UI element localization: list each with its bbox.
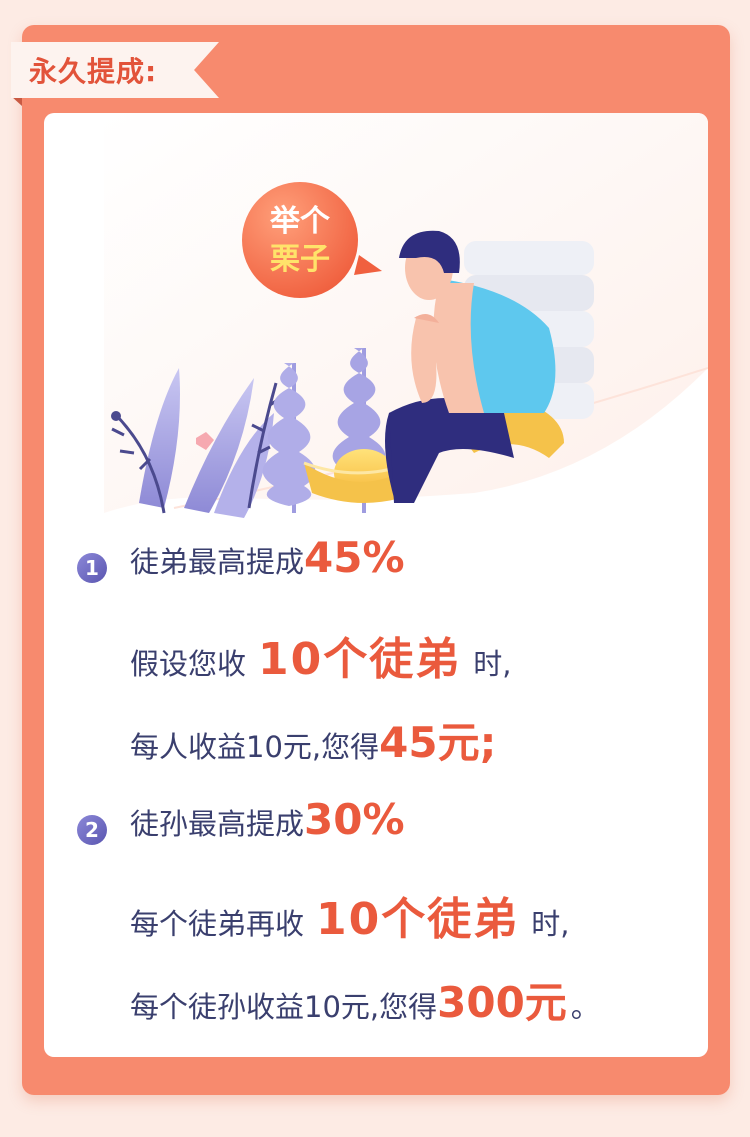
- item1-line3-post: ;: [479, 718, 497, 767]
- thinking-man-icon: [385, 230, 564, 503]
- item1-line3-pre: 每人收益10元,您得: [130, 730, 380, 764]
- item2-line3: 每个徒孙收益10元,您得 300元 。: [130, 969, 600, 1039]
- item1-heading-text: 徒弟最高提成: [130, 545, 305, 579]
- item1-line2: 假设您收 10个徒弟 时,: [130, 623, 511, 693]
- item1-line3: 每人收益10元,您得 45元 ;: [130, 709, 496, 779]
- plant-leaves-icon: [111, 368, 283, 518]
- speech-bubble: 举个 栗子: [242, 182, 382, 298]
- item1-heading-value: 45%: [304, 533, 405, 582]
- item-number-badge: 1: [77, 553, 107, 583]
- item2-heading-text: 徒孙最高提成: [130, 807, 305, 841]
- section-title: 永久提成:: [29, 55, 158, 88]
- item-number-badge: 2: [77, 815, 107, 845]
- bubble-line2: 栗子: [270, 242, 330, 277]
- item2-line3-highlight: 300元: [437, 978, 567, 1027]
- section-title-ribbon: 永久提成:: [11, 42, 219, 98]
- item2-heading: 徒孙最高提成 30%: [130, 795, 405, 865]
- item1-line2-highlight: 10个徒弟: [258, 634, 462, 685]
- item1-line2-pre: 假设您收: [130, 647, 247, 681]
- item1-line2-post: 时,: [473, 647, 512, 681]
- item2-line2-pre: 每个徒弟再收: [130, 907, 305, 941]
- item2-line3-pre: 每个徒孙收益10元,您得: [130, 990, 438, 1024]
- content-card: 举个 栗子: [44, 113, 708, 1057]
- item2-heading-value: 30%: [304, 795, 405, 844]
- item1-line3-highlight: 45元: [379, 718, 480, 767]
- item1-heading: 徒弟最高提成 45%: [130, 533, 405, 603]
- ribbon-fold: [11, 96, 22, 106]
- bubble-line1: 举个: [269, 204, 331, 239]
- thinking-man-illustration: 举个 栗子: [104, 113, 708, 518]
- item2-line2-post: 时,: [531, 907, 570, 941]
- item2-line3-post: 。: [570, 990, 600, 1024]
- item2-line2: 每个徒弟再收 10个徒弟 时,: [130, 883, 569, 953]
- item2-line2-highlight: 10个徒弟: [316, 894, 520, 945]
